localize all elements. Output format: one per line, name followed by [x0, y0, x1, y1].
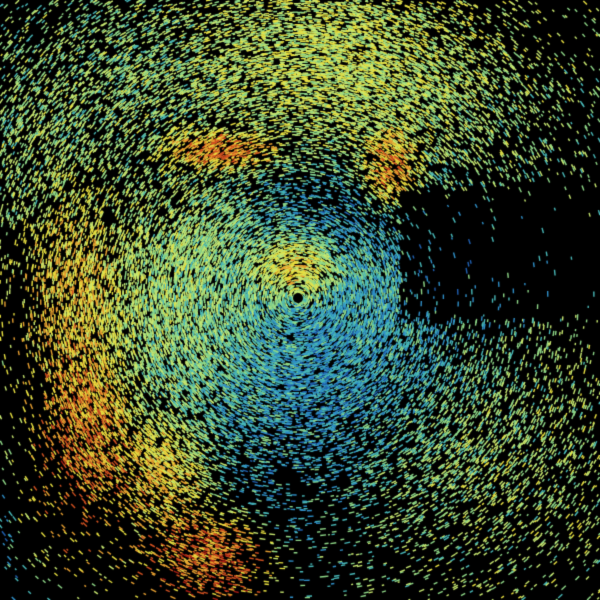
radar-image — [0, 0, 600, 600]
